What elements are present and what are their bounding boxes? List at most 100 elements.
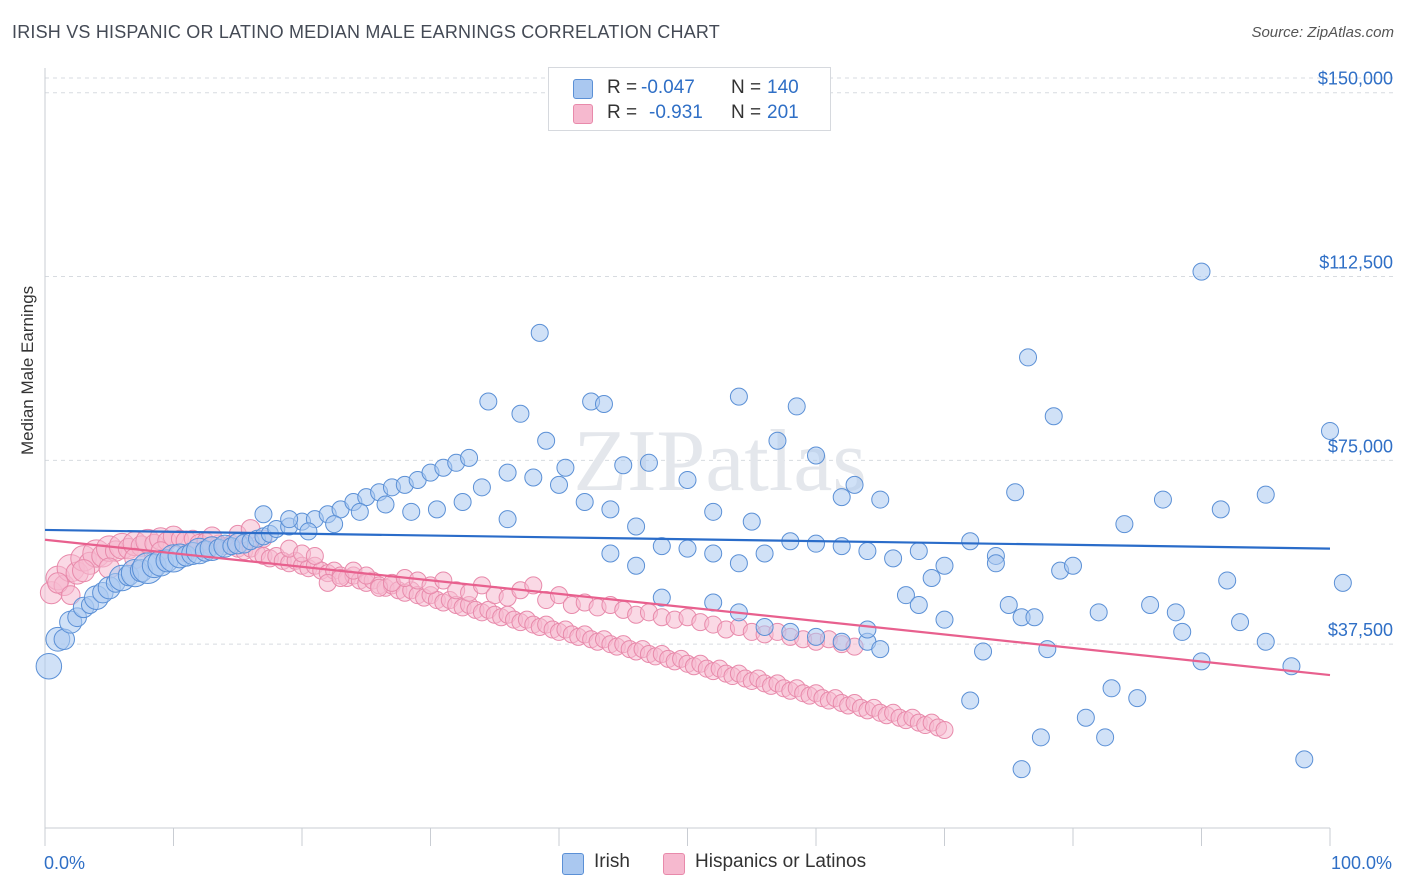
- irish-point: [472, 478, 491, 497]
- y-tick-label: $75,000: [1328, 436, 1393, 456]
- hispanic-legend-swatch: [663, 853, 685, 875]
- irish-point: [280, 510, 299, 529]
- hispanic-point: [935, 720, 954, 739]
- irish-point: [704, 544, 723, 563]
- irish-point: [678, 539, 697, 558]
- legend-n-label: N =: [731, 77, 762, 98]
- irish-point: [1141, 595, 1160, 614]
- irish-point: [627, 556, 646, 575]
- irish-point: [742, 512, 761, 531]
- irish-point: [807, 534, 825, 553]
- irish-point: [1153, 490, 1172, 509]
- irish-point: [556, 458, 575, 477]
- irish-point: [1211, 500, 1230, 519]
- irish-point: [460, 448, 479, 467]
- irish-point: [1064, 556, 1082, 575]
- y-tick-label: $37,500: [1328, 620, 1393, 640]
- irish-point: [1166, 603, 1185, 622]
- irish-point: [1192, 262, 1211, 281]
- irish-point: [479, 392, 498, 411]
- x-tick-min: 0.0%: [44, 853, 86, 873]
- irish-point: [254, 505, 273, 524]
- irish-point: [961, 532, 980, 551]
- irish-point: [845, 475, 864, 494]
- irish-point: [1006, 483, 1025, 502]
- hispanic-point: [305, 546, 324, 565]
- hispanic-point: [60, 585, 81, 606]
- irish-point: [1102, 679, 1121, 698]
- irish-point: [755, 544, 774, 563]
- irish-point: [530, 323, 549, 342]
- irish-point: [524, 468, 543, 487]
- x-tick-max: 100.0%: [1330, 853, 1392, 873]
- irish-point: [639, 453, 658, 472]
- irish-point: [755, 618, 774, 637]
- irish-point: [787, 397, 806, 416]
- irish-point: [299, 522, 318, 541]
- hispanic-trend-line: [44, 538, 1331, 677]
- irish-point: [832, 537, 851, 556]
- irish-point: [376, 495, 395, 514]
- irish-point: [1019, 348, 1038, 367]
- legend-n-value-hispanic: 201: [767, 102, 799, 123]
- irish-point: [614, 456, 633, 475]
- irish-point: [1076, 708, 1095, 727]
- y-tick-label: $150,000: [1318, 69, 1393, 89]
- irish-point: [729, 387, 748, 406]
- irish-point: [498, 463, 517, 482]
- legend-r-label: R =: [607, 102, 638, 123]
- irish-swatch: [573, 79, 593, 99]
- irish-point: [1218, 571, 1237, 590]
- irish-point: [498, 510, 517, 529]
- irish-point: [832, 488, 851, 507]
- legend-n-label: N =: [731, 102, 762, 123]
- hispanic-point: [47, 572, 69, 594]
- hispanic-legend-label: Hispanics or Latinos: [695, 851, 867, 872]
- irish-point: [884, 549, 903, 568]
- irish-point: [729, 554, 748, 573]
- irish-point: [935, 610, 954, 629]
- irish-point: [974, 642, 993, 661]
- irish-point: [1044, 407, 1063, 426]
- legend-r-label: R =: [607, 77, 638, 98]
- irish-point: [1256, 485, 1275, 504]
- irish-point: [325, 515, 344, 534]
- correlation-legend: R = -0.047 N = 140 R = -0.931 N = 201: [548, 67, 831, 131]
- irish-point: [922, 569, 941, 587]
- legend-r-value-hispanic: -0.931: [649, 102, 703, 123]
- irish-point: [871, 490, 890, 509]
- irish-point: [1025, 608, 1044, 627]
- irish-point: [1038, 640, 1057, 659]
- irish-point: [1128, 689, 1147, 708]
- hispanic-point: [72, 559, 96, 583]
- irish-point: [453, 493, 472, 512]
- legend-n-value-irish: 140: [767, 77, 799, 98]
- irish-point: [935, 556, 954, 575]
- irish-point: [427, 500, 446, 519]
- irish-point: [627, 517, 646, 536]
- irish-point: [1295, 750, 1314, 769]
- irish-point: [999, 595, 1018, 614]
- y-tick-labels: $37,500 $75,000 $112,500 $150,000: [1318, 69, 1393, 640]
- irish-point: [511, 404, 530, 423]
- irish-point: [550, 475, 568, 494]
- irish-point: [768, 431, 787, 450]
- irish-series: [35, 262, 1352, 779]
- axes: [44, 68, 1331, 846]
- irish-legend-swatch: [562, 853, 584, 875]
- y-axis-label: Median Male Earnings: [18, 285, 37, 455]
- y-tick-label: $112,500: [1319, 253, 1393, 273]
- irish-point: [678, 470, 697, 489]
- irish-point: [704, 502, 723, 521]
- irish-point: [1089, 603, 1108, 622]
- irish-point: [652, 588, 671, 607]
- irish-point: [986, 554, 1005, 573]
- irish-point: [832, 632, 851, 651]
- irish-point: [1096, 728, 1115, 747]
- irish-trend-line: [44, 528, 1331, 550]
- irish-point: [909, 542, 928, 561]
- irish-point: [652, 537, 671, 556]
- irish-point: [896, 586, 915, 605]
- irish-point: [402, 502, 421, 521]
